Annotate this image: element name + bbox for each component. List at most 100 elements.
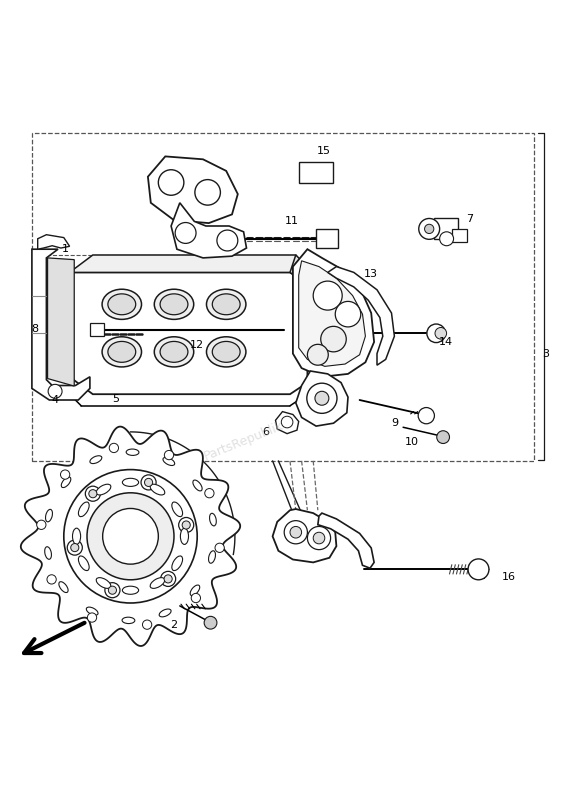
Polygon shape xyxy=(21,426,240,646)
Circle shape xyxy=(290,526,302,538)
Text: 1: 1 xyxy=(61,244,68,254)
Polygon shape xyxy=(299,261,365,366)
Ellipse shape xyxy=(150,484,165,495)
Ellipse shape xyxy=(102,337,142,367)
Circle shape xyxy=(141,475,156,490)
Ellipse shape xyxy=(122,586,139,594)
Circle shape xyxy=(48,384,62,398)
Ellipse shape xyxy=(90,456,102,463)
Circle shape xyxy=(89,490,97,498)
Circle shape xyxy=(419,218,440,239)
Ellipse shape xyxy=(78,556,89,570)
Circle shape xyxy=(435,327,447,339)
Ellipse shape xyxy=(206,337,246,367)
Circle shape xyxy=(427,324,445,342)
Polygon shape xyxy=(276,411,299,434)
Circle shape xyxy=(164,450,173,460)
Bar xyxy=(32,134,534,461)
Polygon shape xyxy=(148,157,238,223)
Ellipse shape xyxy=(154,337,194,367)
Circle shape xyxy=(47,574,56,584)
Polygon shape xyxy=(70,272,307,394)
Circle shape xyxy=(205,489,214,498)
Circle shape xyxy=(109,443,118,453)
Circle shape xyxy=(215,543,224,553)
Circle shape xyxy=(313,281,342,310)
Circle shape xyxy=(440,232,454,246)
Text: PartsRepublik: PartsRepublik xyxy=(202,418,285,462)
Ellipse shape xyxy=(45,510,52,522)
Circle shape xyxy=(195,180,220,205)
Circle shape xyxy=(425,224,434,234)
Circle shape xyxy=(307,526,331,550)
Circle shape xyxy=(143,620,152,630)
Ellipse shape xyxy=(96,578,111,588)
Text: 8: 8 xyxy=(31,324,38,334)
Polygon shape xyxy=(32,249,90,400)
Ellipse shape xyxy=(193,480,202,491)
Ellipse shape xyxy=(78,502,89,517)
Circle shape xyxy=(105,582,120,598)
Ellipse shape xyxy=(209,514,216,526)
Polygon shape xyxy=(293,249,374,377)
Circle shape xyxy=(418,407,434,424)
Circle shape xyxy=(204,616,217,629)
Ellipse shape xyxy=(180,528,188,545)
Text: 15: 15 xyxy=(317,146,331,155)
Text: 4: 4 xyxy=(52,395,59,405)
Polygon shape xyxy=(296,371,348,426)
Text: 6: 6 xyxy=(262,427,269,437)
Polygon shape xyxy=(318,513,374,568)
Ellipse shape xyxy=(206,290,246,319)
Circle shape xyxy=(64,470,197,603)
Ellipse shape xyxy=(108,294,136,314)
Circle shape xyxy=(161,571,176,586)
Ellipse shape xyxy=(96,484,111,495)
Text: 3: 3 xyxy=(542,349,549,358)
Circle shape xyxy=(307,344,328,365)
Ellipse shape xyxy=(172,502,183,517)
Circle shape xyxy=(71,543,79,552)
Ellipse shape xyxy=(159,609,171,617)
Ellipse shape xyxy=(212,294,240,314)
Ellipse shape xyxy=(172,556,183,570)
Circle shape xyxy=(217,230,238,251)
Ellipse shape xyxy=(212,342,240,362)
Ellipse shape xyxy=(45,546,52,559)
Polygon shape xyxy=(273,509,336,562)
Ellipse shape xyxy=(59,582,68,593)
Text: 16: 16 xyxy=(502,572,516,582)
Circle shape xyxy=(175,222,196,243)
Circle shape xyxy=(321,326,346,352)
Ellipse shape xyxy=(126,449,139,455)
Polygon shape xyxy=(38,234,70,249)
Circle shape xyxy=(87,493,174,580)
Circle shape xyxy=(182,521,190,529)
Bar xyxy=(90,323,104,336)
Bar xyxy=(434,218,458,238)
Circle shape xyxy=(85,486,100,502)
Circle shape xyxy=(307,383,337,414)
Circle shape xyxy=(144,478,153,486)
Ellipse shape xyxy=(209,550,216,563)
Polygon shape xyxy=(70,255,307,272)
Text: 13: 13 xyxy=(364,269,378,278)
Circle shape xyxy=(179,518,194,533)
Circle shape xyxy=(60,470,70,479)
Circle shape xyxy=(191,594,201,602)
Ellipse shape xyxy=(108,342,136,362)
Polygon shape xyxy=(328,266,394,365)
Circle shape xyxy=(284,521,307,544)
Circle shape xyxy=(335,302,361,327)
Ellipse shape xyxy=(72,528,81,545)
Circle shape xyxy=(108,586,117,594)
Circle shape xyxy=(468,559,489,580)
Circle shape xyxy=(281,416,293,428)
Circle shape xyxy=(164,575,172,583)
Ellipse shape xyxy=(163,458,175,466)
Ellipse shape xyxy=(122,617,135,623)
Circle shape xyxy=(315,391,329,406)
Ellipse shape xyxy=(150,578,165,588)
Text: 5: 5 xyxy=(113,394,119,404)
Text: 11: 11 xyxy=(285,216,299,226)
